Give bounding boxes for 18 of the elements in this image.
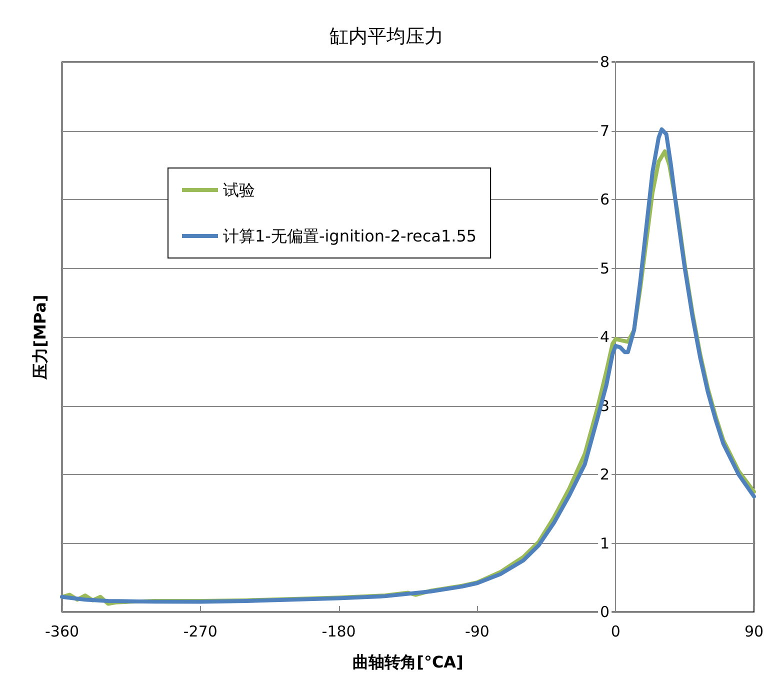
y-tick-label: 4 — [600, 328, 610, 346]
x-tick-label: -90 — [464, 622, 490, 640]
x-axis-title: 曲轴转角[°CA] — [352, 652, 464, 672]
y-tick-label: 2 — [600, 466, 610, 484]
y-tick-label: 1 — [600, 534, 610, 552]
y-tick-label: 7 — [600, 122, 610, 140]
legend-label: 试验 — [223, 180, 255, 200]
y-tick-label: 0 — [600, 603, 610, 621]
y-axis-title: 压力[MPa] — [30, 294, 50, 380]
y-tick-label: 8 — [600, 53, 610, 71]
y-tick-label: 6 — [600, 190, 610, 208]
x-tick-label: 90 — [744, 622, 764, 640]
chart-title: 缸内平均压力 — [330, 26, 444, 48]
x-tick-label: -180 — [322, 622, 356, 640]
x-tick-label: -270 — [183, 622, 218, 640]
legend-label: 计算1-无偏置-ignition-2-reca1.55 — [223, 226, 477, 246]
y-tick-label: 5 — [600, 259, 610, 278]
x-tick-label: -360 — [44, 622, 80, 640]
